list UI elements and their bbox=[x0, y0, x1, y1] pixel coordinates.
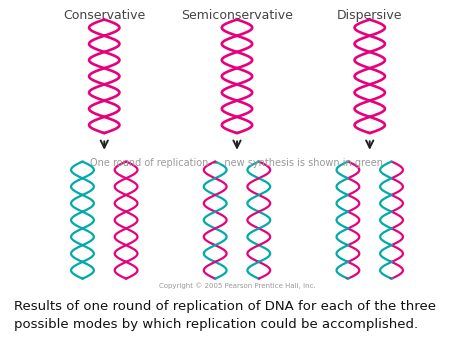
Text: Results of one round of replication of DNA for each of the three: Results of one round of replication of D… bbox=[14, 300, 436, 313]
Text: possible modes by which replication could be accomplished.: possible modes by which replication coul… bbox=[14, 318, 419, 331]
Text: Conservative: Conservative bbox=[63, 9, 146, 22]
Text: Dispersive: Dispersive bbox=[337, 9, 402, 22]
Text: One round of replication — new synthesis is shown in green: One round of replication — new synthesis… bbox=[91, 158, 383, 168]
Text: Semiconservative: Semiconservative bbox=[181, 9, 293, 22]
Text: Copyright © 2005 Pearson Prentice Hall, Inc.: Copyright © 2005 Pearson Prentice Hall, … bbox=[159, 282, 315, 289]
